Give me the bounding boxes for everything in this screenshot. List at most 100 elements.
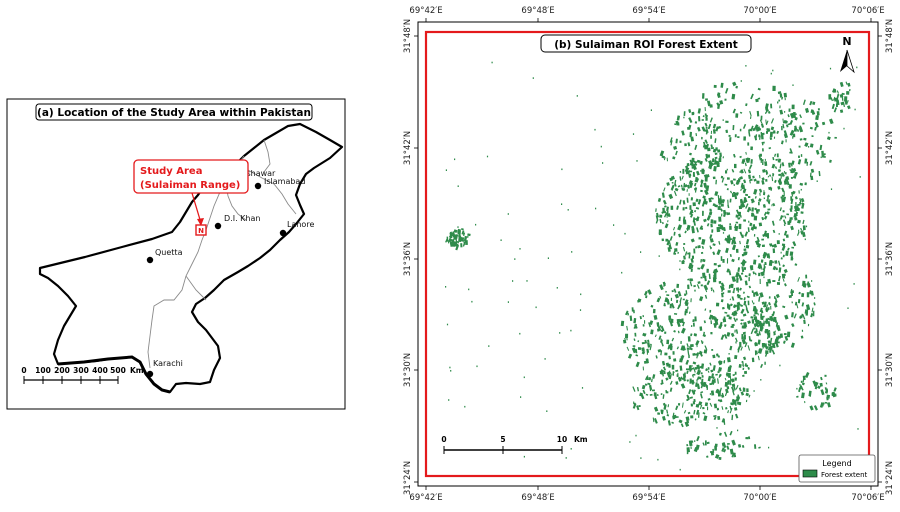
forest-patch xyxy=(671,290,674,293)
forest-patch xyxy=(683,255,686,260)
forest-patch xyxy=(771,349,776,355)
forest-patch xyxy=(716,249,721,256)
forest-patch xyxy=(704,189,709,196)
forest-speck xyxy=(690,134,692,136)
forest-patch xyxy=(655,219,659,224)
forest-patch xyxy=(725,120,729,124)
forest-patch xyxy=(712,376,715,380)
forest-patch xyxy=(677,291,682,297)
forest-speck xyxy=(565,457,567,459)
forest-patch xyxy=(732,236,736,240)
forest-patch xyxy=(707,370,710,373)
forest-patch xyxy=(740,346,743,351)
forest-patch xyxy=(695,176,698,180)
forest-patch xyxy=(804,400,806,404)
forest-patch xyxy=(690,325,693,328)
forest-patch xyxy=(707,123,712,130)
forest-patch xyxy=(767,340,771,344)
forest-patch xyxy=(703,218,707,223)
forest-patch xyxy=(754,124,759,130)
forest-patch xyxy=(687,184,690,189)
forest-patch xyxy=(696,227,699,232)
forest-speck xyxy=(779,364,781,367)
forest-speck xyxy=(737,429,739,432)
forest-patch xyxy=(704,276,707,282)
forest-patch xyxy=(794,217,798,221)
forest-speck xyxy=(570,448,572,450)
forest-speck xyxy=(559,332,561,334)
forest-speck xyxy=(561,168,563,171)
forest-patch xyxy=(673,145,678,150)
forest-patch xyxy=(701,341,704,344)
forest-patch xyxy=(637,347,642,351)
forest-patch xyxy=(683,372,686,376)
forest-patch xyxy=(676,346,679,350)
forest-patch xyxy=(751,357,755,363)
lon-tick-bottom-0: 69°42′E xyxy=(409,493,442,503)
forest-patch xyxy=(674,123,677,126)
forest-patch xyxy=(769,337,773,344)
forest-patch xyxy=(763,264,766,270)
forest-patch xyxy=(801,202,805,205)
forest-patch xyxy=(690,298,692,303)
forest-speck xyxy=(475,223,477,226)
forest-patch xyxy=(713,317,718,323)
forest-patch xyxy=(721,392,725,398)
forest-patch xyxy=(768,342,772,347)
forest-patch xyxy=(689,378,692,384)
forest-patch xyxy=(709,450,713,453)
forest-patch xyxy=(449,241,454,247)
forest-speck xyxy=(520,396,522,398)
forest-patch xyxy=(687,306,689,310)
forest-patch xyxy=(832,96,836,101)
forest-patch xyxy=(782,254,785,258)
scale-b-tick-0: 0 xyxy=(441,435,446,444)
forest-patch xyxy=(811,307,814,313)
forest-patch xyxy=(798,126,804,133)
forest-patch xyxy=(729,448,734,455)
forest-speck xyxy=(640,457,642,459)
forest-patch xyxy=(760,310,764,314)
forest-patch xyxy=(762,169,766,173)
forest-patch xyxy=(660,338,663,343)
forest-patch xyxy=(737,443,742,448)
forest-patch xyxy=(705,126,708,129)
forest-patch xyxy=(677,403,681,406)
forest-patch xyxy=(700,363,705,369)
forest-patch xyxy=(679,358,683,363)
forest-patch xyxy=(807,323,810,327)
study-area-callout: Study Area (Sulaiman Range) N xyxy=(133,159,249,236)
forest-patch xyxy=(773,296,776,299)
forest-patch xyxy=(749,128,753,132)
forest-patch xyxy=(714,158,717,162)
forest-patch xyxy=(702,333,707,338)
forest-speck xyxy=(804,238,806,241)
forest-patch xyxy=(828,94,832,100)
forest-patch xyxy=(813,405,818,411)
forest-patch xyxy=(729,405,732,410)
forest-patch xyxy=(668,315,671,319)
forest-patch xyxy=(682,188,685,192)
forest-patch xyxy=(724,183,728,186)
forest-patch xyxy=(710,369,714,373)
forest-patch xyxy=(706,223,710,227)
forest-patch xyxy=(632,348,636,352)
forest-patch xyxy=(729,407,733,414)
forest-patch xyxy=(735,272,740,278)
forest-patch xyxy=(782,264,785,268)
forest-patch xyxy=(732,390,735,396)
forest-speck xyxy=(740,262,742,265)
forest-patch xyxy=(627,312,630,316)
forest-patch xyxy=(653,406,659,412)
forest-patch xyxy=(687,284,690,290)
forest-patch xyxy=(684,206,688,210)
lat-tick-left-3: 31°30′N xyxy=(403,353,413,387)
forest-speck xyxy=(740,80,742,82)
forest-patch xyxy=(750,328,754,335)
forest-patch xyxy=(690,440,694,443)
forest-patch xyxy=(705,153,709,159)
forest-patch xyxy=(718,281,722,284)
forest-patch xyxy=(826,394,831,399)
forest-patch xyxy=(681,402,684,408)
forest-patch xyxy=(819,402,824,408)
